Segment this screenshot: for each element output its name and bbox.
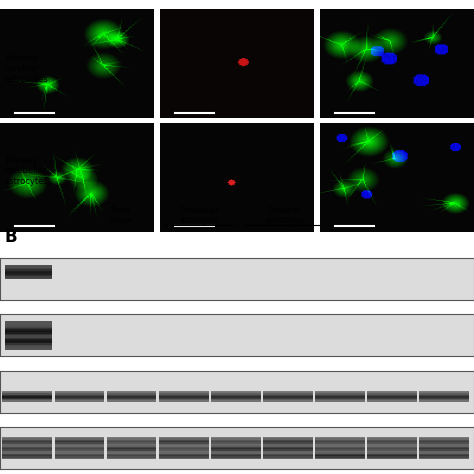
Text: Cerebral
astrocytes: Cerebral astrocytes (264, 206, 304, 225)
Text: Primary
cerebellar
astrocytes: Primary cerebellar astrocytes (5, 156, 48, 185)
Text: Brain
tissue: Brain tissue (109, 206, 132, 225)
Text: Primary
cerebral
astrocytes: Primary cerebral astrocytes (5, 54, 48, 83)
Text: B: B (5, 228, 18, 246)
Text: Cerebellar
astrocytes: Cerebellar astrocytes (179, 206, 219, 225)
